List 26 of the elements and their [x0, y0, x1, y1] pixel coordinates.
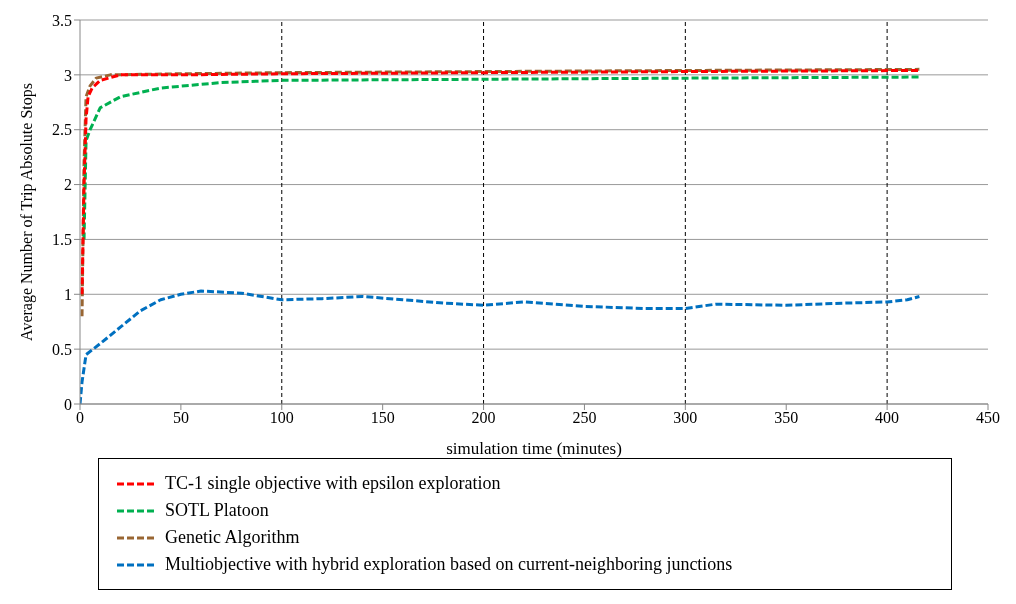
y-tick-label: 1	[64, 285, 72, 303]
legend-label: SOTL Platoon	[165, 500, 269, 521]
legend-label: Multiobjective with hybrid exploration based on current-neighboring junctions	[165, 554, 733, 575]
x-tick-label: 100	[269, 409, 294, 427]
y-tick-label: 3	[64, 66, 72, 84]
y-tick-label: 2	[64, 176, 72, 194]
line-series	[82, 75, 921, 241]
x-tick-label: 300	[673, 409, 698, 427]
x-tick-label: 200	[471, 409, 496, 427]
x-tick-label: 0	[76, 409, 84, 427]
x-tick-label: 350	[774, 409, 799, 427]
x-tick-label: 150	[370, 409, 395, 427]
x-tick-label: 50	[172, 409, 189, 427]
y-tick-label: 2.5	[52, 121, 72, 139]
y-tick-label: 0	[64, 395, 72, 413]
y-tick-label: 1.5	[52, 231, 72, 249]
x-tick-label: 400	[875, 409, 900, 427]
x-tick-label: 450	[976, 409, 1000, 427]
y-tick-label: 0.5	[52, 340, 72, 358]
y-tick-label: 3.5	[52, 11, 72, 29]
line-series	[80, 289, 921, 404]
y-axis-title: Average Number of Trip Absolute Stops	[17, 83, 36, 341]
legend-label: TC-1 single objective with epsilon exploration	[165, 473, 501, 494]
legend-label: Genetic Algorithm	[165, 527, 300, 548]
x-tick-label: 250	[572, 409, 597, 427]
x-axis-title: simulation time (minutes)	[446, 439, 622, 458]
